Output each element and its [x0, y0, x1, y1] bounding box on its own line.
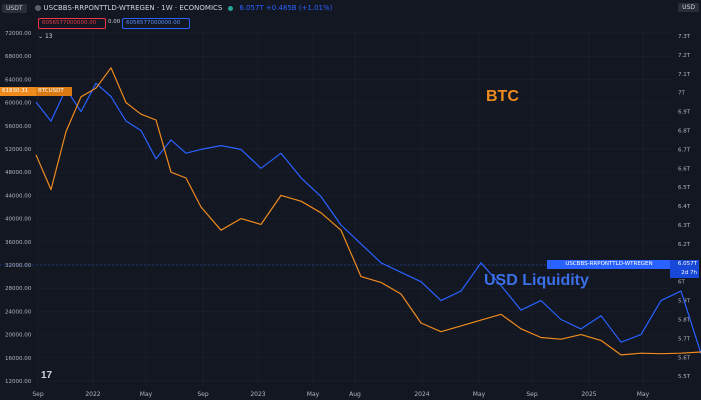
liquidity-value-tag: 6.057T 2d 7h [670, 260, 699, 278]
right-axis-tick-label: 6.9T [678, 110, 691, 116]
liquidity-annotation: USD Liquidity [484, 272, 589, 289]
symbol-icon [34, 5, 41, 11]
right-axis-tick-label: 5.8T [678, 318, 691, 324]
left-axis-tick-label: 60000.00 [5, 101, 32, 107]
left-axis-tick-label: 56000.00 [5, 124, 32, 130]
right-axis-tick-label: 7.2T [678, 53, 691, 59]
liquidity-series-line [35, 82, 701, 355]
currency-label[interactable]: USD [678, 3, 699, 12]
time-axis-tick-label: May [140, 391, 153, 398]
left-axis-tick-label: 52000.00 [5, 147, 32, 153]
btc-series-line [35, 67, 701, 356]
left-axis-tick-label: 24000.00 [5, 309, 32, 315]
time-axis-tick-label: 2023 [250, 391, 265, 398]
left-axis-tick-label: 44000.00 [5, 193, 32, 199]
right-axis-tick-label: 5.7T [678, 336, 691, 342]
time-axis-tick-label: May [637, 391, 650, 398]
time-axis-tick-label: Aug [349, 391, 361, 398]
indicator-count: 13 [44, 33, 53, 40]
left-axis-tick-label: 16000.00 [5, 356, 32, 362]
indicator-toggle[interactable]: ⌄ 13 [38, 33, 53, 40]
legend-zero-value: 0.00 [108, 19, 121, 25]
header-values: 6.057T +0.485B (+1.01%) [239, 4, 333, 12]
time-axis-tick-label: Sep [197, 391, 209, 398]
chart-header: USDT USCBBS-RRPONTTLD-WTREGEN · 1W · ECO… [0, 0, 701, 16]
time-axis-tick-label: 2025 [581, 391, 596, 398]
usdt-label[interactable]: USDT [2, 3, 27, 13]
right-axis-tick-label: 7.3T [678, 34, 691, 40]
right-axis-tick-label: 6.6T [678, 166, 691, 172]
right-axis-tick-label: 5.5T [678, 374, 691, 380]
right-axis-tick-label: 5.6T [678, 355, 691, 361]
left-axis-tick-label: 64000.00 [5, 77, 32, 83]
time-axis-tick-label: 2024 [414, 391, 429, 398]
left-axis-tick-label: 48000.00 [5, 170, 32, 176]
right-axis-tick-label: 6.7T [678, 147, 691, 153]
market-status-icon [228, 5, 234, 11]
legend-blue-value: 6056577000000.00 [122, 18, 190, 29]
series-layer [35, 67, 701, 356]
liquidity-symbol-tag: USCBBS-RRPONTTLD-WTREGEN [547, 260, 671, 269]
chevron-down-icon: ⌄ [38, 33, 44, 40]
left-axis-tick-label: 68000.00 [5, 54, 32, 60]
left-axis-tick-label: 72000.00 [5, 31, 32, 37]
time-axis-tick-label: Sep [526, 391, 538, 398]
right-axis-tick-label: 6.4T [678, 204, 691, 210]
left-axis-tick-label: 20000.00 [5, 333, 32, 339]
chart-title: USCBBS-RRPONTTLD-WTREGEN · 1W · ECONOMIC… [43, 4, 223, 12]
btc-price-tag: 61830.31 [0, 87, 39, 96]
liquidity-countdown: 2d 7h [681, 270, 697, 276]
left-axis-tick-label: 36000.00 [5, 240, 32, 246]
time-axis-tick-label: Sep [32, 391, 44, 398]
tradingview-logo[interactable]: 17 [41, 370, 53, 381]
right-axis-tick-label: 6T [678, 280, 685, 286]
right-axis-tick-label: 6.3T [678, 223, 691, 229]
liquidity-value: 6.057T [677, 261, 697, 267]
time-axis-tick-label: May [307, 391, 320, 398]
right-axis-tick-label: 6.5T [678, 185, 691, 191]
btc-symbol-tag: BTCUSDT [36, 87, 72, 96]
right-axis-tick-label: 7.1T [678, 72, 691, 78]
left-axis-tick-label: 12000.00 [5, 379, 32, 385]
right-axis-tick-label: 7T [678, 91, 685, 97]
left-price-axis[interactable]: 72000.00 68000.00 64000.00 60000.00 56000.00… [5, 31, 32, 385]
right-axis-tick-label: 6.2T [678, 242, 691, 248]
time-axis[interactable]: Sep 2022 May Sep 2023 May Aug 2024 May Sep 2025 May [32, 391, 649, 398]
left-axis-tick-label: 28000.00 [5, 286, 32, 292]
time-axis-tick-label: May [473, 391, 486, 398]
time-axis-tick-label: 2022 [85, 391, 100, 398]
right-axis-tick-label: 6.8T [678, 129, 691, 135]
legend-red-value: 6056577000000.00 [38, 18, 106, 29]
left-axis-tick-label: 32000.00 [5, 263, 32, 269]
left-axis-tick-label: 40000.00 [5, 217, 32, 223]
btc-annotation: BTC [486, 88, 519, 105]
